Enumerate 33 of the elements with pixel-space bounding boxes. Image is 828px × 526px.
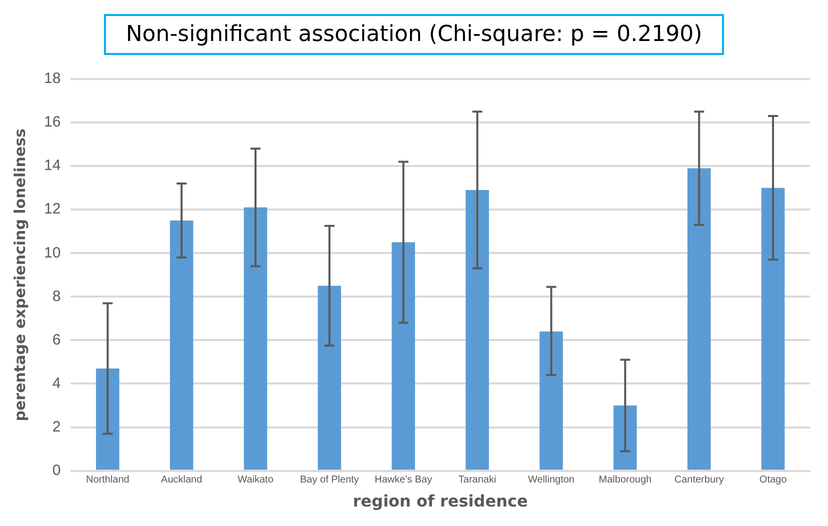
- bar: [614, 406, 637, 470]
- y-tick-label: 14: [44, 157, 61, 174]
- bar: [466, 190, 489, 470]
- bar: [687, 168, 711, 470]
- text: Non-significant association (Chi-square: p = 0.2190): [104, 14, 724, 54]
- y-tick-label: 12: [44, 200, 61, 218]
- x-tick-label: Bay of Plenty: [300, 474, 359, 486]
- bar: [170, 220, 194, 470]
- bar: [761, 188, 785, 470]
- bar: [540, 331, 563, 470]
- x-tick-label: Wellington: [528, 474, 574, 486]
- x-tick-label: Northland: [86, 474, 130, 486]
- x-tick-label: Canterbury: [674, 474, 724, 486]
- y-tick-label: 8: [52, 288, 61, 305]
- x-axis-title: region of residence: [352, 492, 528, 511]
- y-tick-label: 0: [52, 462, 61, 479]
- x-tick-label: Otago: [759, 474, 788, 486]
- y-tick-label: 18: [44, 70, 61, 88]
- y-tick-label: 10: [44, 244, 61, 262]
- x-tick-label: Malborough: [598, 474, 652, 486]
- x-tick-label: Hawke's Bay: [374, 474, 432, 486]
- bar: [96, 368, 120, 470]
- x-tick-label: Waikato: [238, 474, 274, 486]
- y-axis-title: perentage experiencing loneliness: [10, 128, 29, 422]
- bar: [318, 286, 342, 470]
- y-tick-label: 2: [52, 418, 61, 436]
- y-tick-label: 4: [52, 374, 61, 392]
- bar: [244, 207, 268, 470]
- x-tick-label: Taranaki: [458, 474, 496, 486]
- y-tick-label: 16: [44, 114, 61, 131]
- x-tick-label: Auckland: [161, 474, 202, 486]
- y-tick-label: 6: [52, 331, 61, 348]
- bar: [392, 242, 416, 470]
